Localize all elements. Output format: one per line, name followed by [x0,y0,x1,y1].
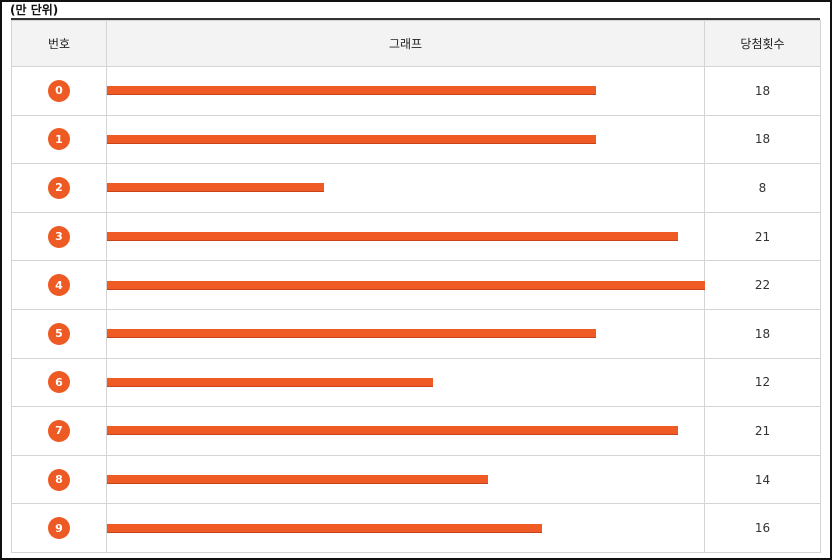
number-ball: 9 [48,517,70,540]
count-cell: 18 [704,114,821,165]
count-cell: 12 [704,357,821,408]
graph-cell [106,454,705,505]
number-cell: 1 [11,114,107,165]
graph-cell [106,308,705,359]
header-count: 당첨횟수 [704,20,821,67]
number-ball: 1 [48,128,70,151]
count-cell: 22 [704,260,821,310]
number-ball: 7 [48,419,70,442]
frequency-bar [107,86,597,96]
table-row: 8 14 [11,454,821,505]
header-number: 번호 [11,20,107,67]
table-row: 9 16 [11,503,821,553]
frequency-bar [107,232,678,242]
number-cell: 7 [11,406,107,456]
table-row: 0 18 [11,66,821,116]
graph-cell [106,163,705,213]
count-cell: 18 [704,308,821,359]
table-row: 4 22 [11,260,821,310]
header-graph: 그래프 [106,20,705,67]
table-row: 3 21 [11,211,821,262]
number-ball: 2 [48,176,70,199]
header-row: 번호 그래프 당첨횟수 [11,20,821,67]
count-cell: 16 [704,503,821,553]
count-cell: 21 [704,406,821,456]
frequency-table-wrap: 번호 그래프 당첨횟수 0 18 1 18 2 8 3 21 4 22 5 18 6 12 7 21 8 14 9 1… [11,18,821,553]
number-cell: 2 [11,163,107,213]
frequency-bar [107,329,597,339]
graph-cell [106,66,705,116]
graph-cell [106,406,705,456]
number-ball: 4 [48,274,70,297]
table-row: 5 18 [11,308,821,359]
frequency-table: 번호 그래프 당첨횟수 0 18 1 18 2 8 3 21 4 22 5 18 6 12 7 21 8 14 9 1… [11,20,821,553]
number-ball: 3 [48,225,70,248]
frequency-bar [107,183,325,193]
number-ball: 0 [48,79,70,102]
frequency-bar [107,426,678,436]
frequency-bar [107,134,597,144]
unit-caption: (만 단위) [10,3,59,17]
number-cell: 6 [11,357,107,408]
table-body: 0 18 1 18 2 8 3 21 4 22 5 18 6 12 7 21 8 14 9 16 [11,66,821,553]
count-cell: 14 [704,454,821,505]
graph-cell [106,357,705,408]
number-ball: 6 [48,371,70,394]
number-cell: 5 [11,308,107,359]
number-cell: 9 [11,503,107,553]
frequency-bar [107,523,542,533]
number-ball: 8 [48,468,70,491]
number-cell: 3 [11,211,107,262]
count-cell: 21 [704,211,821,262]
table-row: 1 18 [11,114,821,165]
graph-cell [106,114,705,165]
number-ball: 5 [48,322,70,345]
graph-cell [106,503,705,553]
table-row: 7 21 [11,406,821,456]
table-row: 6 12 [11,357,821,408]
number-cell: 8 [11,454,107,505]
count-cell: 8 [704,163,821,213]
frequency-bar [107,280,705,290]
graph-cell [106,260,705,310]
frequency-bar [107,377,434,387]
graph-cell [106,211,705,262]
number-cell: 4 [11,260,107,310]
frequency-bar [107,475,488,485]
count-cell: 18 [704,66,821,116]
number-cell: 0 [11,66,107,116]
